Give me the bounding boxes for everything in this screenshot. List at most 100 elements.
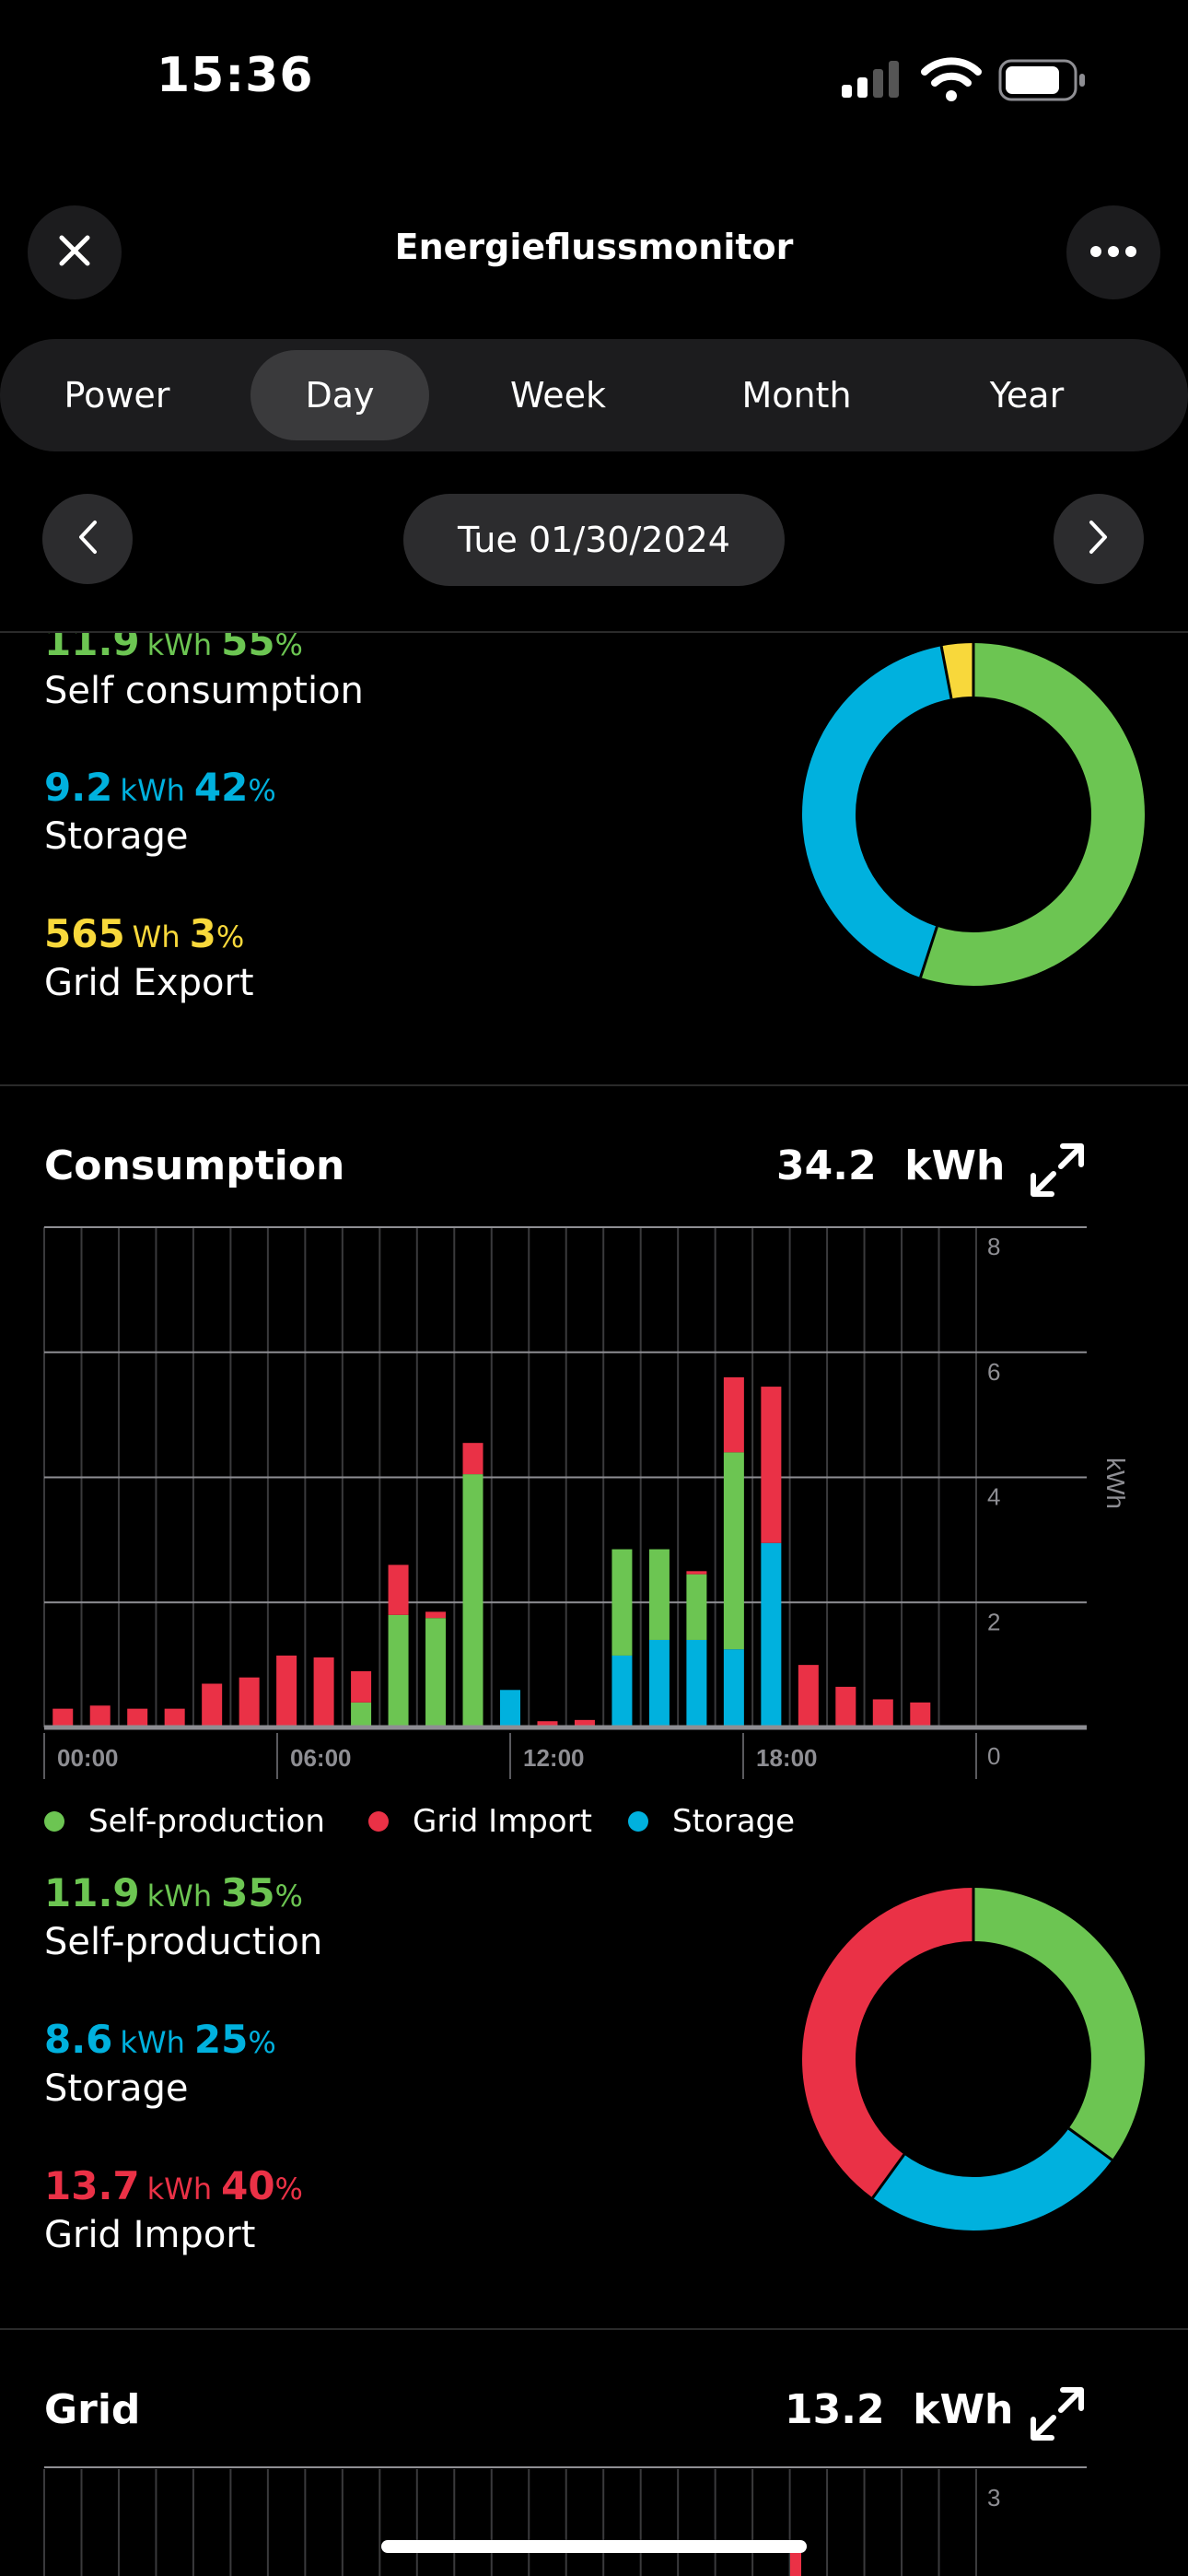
page-title: Energieflussmonitor: [394, 227, 794, 267]
consumption-bar-chart: 0 2 4 6 8 kWh 00:00 06:00 12:00 18:00: [43, 1226, 1130, 1779]
grid-import-label: Grid Import: [44, 2214, 256, 2256]
divider: [0, 2328, 1188, 2330]
bar-self-production: [611, 1549, 633, 1656]
bar-self-production: [686, 1574, 707, 1640]
legend-grid-import: Grid Import: [368, 1803, 592, 1840]
status-time: 15:36: [157, 48, 314, 103]
bar-grid-import: [127, 1708, 148, 1727]
tab-month-label: Month: [741, 375, 852, 416]
tab-year-label: Year: [989, 375, 1065, 416]
grid-bar-chart: 3: [43, 2466, 1087, 2576]
bar-storage: [761, 1542, 782, 1727]
tab-day-label: Day: [305, 375, 375, 416]
more-icon: [1089, 244, 1137, 262]
storage-value: 9.2 kWh 42%: [44, 765, 276, 810]
donut-segment-storage: [802, 1888, 1145, 2231]
donut-separator: [1067, 2127, 1113, 2161]
tab-year[interactable]: Year: [930, 350, 1124, 440]
consumption-storage-label: Storage: [44, 2067, 189, 2110]
bar-storage: [500, 1690, 520, 1727]
date-selector[interactable]: Tue 01/30/2024: [403, 494, 785, 586]
close-icon: [56, 232, 93, 273]
chevron-right-icon: [1088, 519, 1110, 559]
grid-title: Grid: [44, 2386, 141, 2433]
bar-grid-import: [425, 1611, 447, 1619]
consumption-total: 34.2 kWh: [776, 1142, 1006, 1189]
donut-segment-storage: [802, 643, 1145, 986]
grid-y-tick: 3: [987, 2484, 1000, 2512]
home-indicator: [381, 2540, 807, 2553]
period-tabs: [0, 339, 1188, 451]
self-production-value: 11.9 kWh 35%: [44, 1870, 303, 1915]
grid-bar: [790, 2548, 801, 2576]
bar-grid-import: [462, 1443, 483, 1475]
y-axis-label: kWh: [1101, 1458, 1130, 1509]
bar-grid-import: [910, 1702, 931, 1727]
tab-week[interactable]: Week: [457, 350, 659, 440]
bar-grid-import: [872, 1699, 893, 1727]
bar-grid-import: [276, 1655, 297, 1727]
bar-self-production: [425, 1618, 447, 1727]
bar-storage: [648, 1639, 670, 1727]
y-tick-label: 8: [987, 1233, 1000, 1260]
previous-day-button[interactable]: [42, 494, 133, 584]
tab-day[interactable]: Day: [250, 350, 429, 440]
consumption-donut-chart: [802, 1888, 1145, 2231]
wifi-icon: [921, 57, 982, 101]
bar-grid-import: [537, 1721, 558, 1727]
legend-storage: Storage: [628, 1803, 795, 1840]
self-consumption-label: Self consumption: [44, 670, 364, 712]
expand-icon: [1024, 1143, 1090, 1207]
expand-chart-button[interactable]: [1024, 1137, 1090, 1203]
tab-month[interactable]: Month: [691, 350, 903, 440]
tab-power[interactable]: Power: [13, 350, 221, 440]
tab-week-label: Week: [509, 375, 607, 416]
y-tick-label: 4: [987, 1483, 1000, 1511]
bar-grid-import: [239, 1677, 260, 1727]
x-tick-label: 06:00: [290, 1744, 352, 1772]
bar-self-production: [388, 1614, 409, 1727]
legend-dot: [628, 1811, 648, 1832]
bar-grid-import: [164, 1708, 185, 1727]
battery-icon: [998, 59, 1087, 101]
bar-grid-import: [723, 1376, 744, 1453]
legend-dot: [44, 1811, 64, 1832]
bar-grid-import: [52, 1708, 74, 1727]
donut-separator: [919, 926, 938, 978]
expand-icon: [1024, 2387, 1090, 2451]
x-tick-label: 18:00: [756, 1744, 818, 1772]
bar-grid-import: [313, 1657, 334, 1727]
grid-export-label: Grid Export: [44, 962, 254, 1004]
production-summary: 11.9 kWh 55% Self consumption 9.2 kWh 42% St…: [0, 633, 1188, 1084]
bar-self-production: [723, 1452, 744, 1650]
self-production-label: Self-production: [44, 1921, 323, 1963]
legend-self-production: Self-production: [44, 1803, 325, 1840]
x-tick-label: 00:00: [57, 1744, 119, 1772]
bar-grid-import: [574, 1719, 595, 1727]
bar-self-production: [462, 1474, 483, 1727]
close-button[interactable]: [28, 205, 122, 299]
donut-separator: [871, 2153, 905, 2199]
bar-grid-import: [351, 1670, 372, 1703]
bar-storage: [723, 1649, 744, 1727]
legend-dot: [368, 1811, 389, 1832]
bar-grid-import: [202, 1683, 223, 1727]
y-tick-label: 6: [987, 1358, 1000, 1386]
chevron-left-icon: [76, 519, 99, 559]
production-donut-chart: [802, 643, 1145, 986]
x-tick-label: 12:00: [523, 1744, 585, 1772]
consumption-title: Consumption: [44, 1142, 345, 1189]
grid-import-value: 13.7 kWh 40%: [44, 2163, 303, 2208]
grid-expand-button[interactable]: [1024, 2381, 1090, 2447]
grid-export-value: 565 Wh 3%: [44, 911, 245, 956]
y-tick-label: 2: [987, 1608, 1000, 1635]
bar-storage: [611, 1655, 633, 1727]
grid-total: 13.2 kWh: [785, 2386, 1014, 2433]
signal-icon: [840, 61, 901, 98]
tab-power-label: Power: [64, 375, 170, 416]
bar-storage: [686, 1639, 707, 1727]
bar-grid-import: [89, 1705, 111, 1727]
more-options-button[interactable]: [1066, 205, 1160, 299]
next-day-button[interactable]: [1054, 494, 1144, 584]
storage-label: Storage: [44, 815, 189, 858]
